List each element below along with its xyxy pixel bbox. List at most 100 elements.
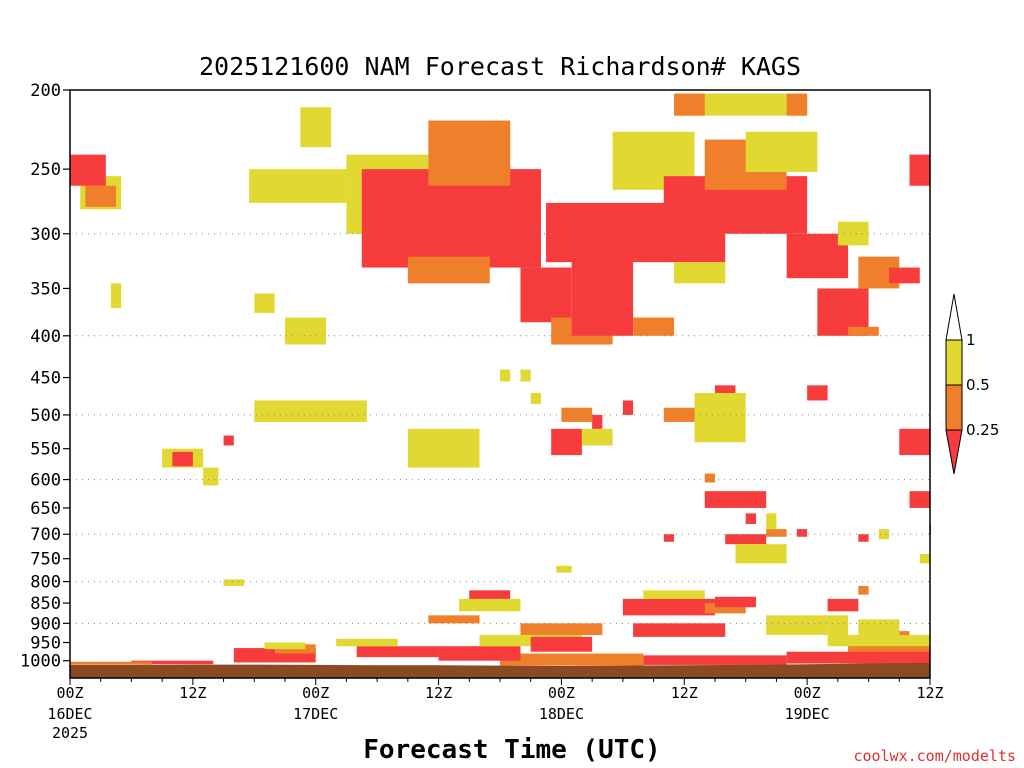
y-tick-label-700: 700 [30,525,61,545]
ri-region-red-69 [438,646,521,661]
ri-region-red-57 [715,596,756,608]
ri-region-yellow-54 [643,590,705,599]
ri-cell-yellow-10 [766,513,777,530]
ri-cell-yellow-6 [110,283,122,309]
colorbar-bin-yellow [945,339,963,386]
pressure-gridlines [70,233,930,624]
x-tick-label-0: 00Z [56,684,83,702]
ri-region-red-47 [807,385,828,401]
ri-region-red-44 [725,534,767,545]
colorbar-label-0: 1 [966,331,976,349]
y-tick-label-800: 800 [30,573,61,593]
ri-region-yellow-3 [249,169,347,203]
ri-region-orange-41 [561,407,593,422]
ri-region-orange-15 [428,120,511,186]
ri-region-yellow-80 [223,579,245,586]
y-tick-label-550: 550 [30,440,61,460]
ri-region-red-2 [70,154,106,186]
ri-region-orange-71 [520,623,603,635]
colorbar-bin-above-1 [945,293,963,341]
y-axis: 200 250 300 350 400 450 500 550 600 650 700 750 8008… [20,81,70,672]
ri-cell-orange-9 [704,473,715,483]
x-tick-label-6: 00Z [794,684,821,702]
x-tick-label-2: 00Z [302,684,329,702]
ri-region-red-17 [520,267,572,323]
ri-region-red-67 [643,655,787,665]
ri-region-yellow-10 [203,467,219,486]
ri-region-yellow-12 [407,428,480,468]
ri-region-red-43 [704,491,767,508]
x-tick-label-7: 12Z [916,684,943,702]
ri-region-yellow-29 [745,131,818,172]
ri-region-red-55 [633,623,726,637]
ri-region-red-53 [622,598,715,616]
ri-cell-red-5 [223,435,234,446]
colorbar-label-2: 0.25 [966,421,999,439]
ri-region-red-20 [571,256,634,336]
y-tick-label-400: 400 [30,327,61,347]
x-axis-label: Forecast Time (UTC) [363,735,660,765]
ri-region-orange-45 [766,529,787,537]
ri-cell-red-0 [592,414,603,429]
ground-surface [70,662,930,678]
ri-region-yellow-50 [459,598,521,612]
ri-region-red-9 [172,451,193,467]
ri-region-yellow-36 [837,221,869,246]
y-tick-label-300: 300 [30,225,61,245]
ri-region-yellow-11 [254,293,275,313]
ri-region-yellow-46 [735,544,787,564]
ri-region-orange-21 [633,317,675,336]
richardson-shading [70,93,931,666]
ri-cell-yellow-13 [878,529,890,540]
ri-region-yellow-81 [556,565,572,573]
x-tick-sublabel-0-1: 2025 [52,724,88,742]
ri-region-red-40 [551,428,582,456]
y-tick-label-450: 450 [30,369,61,389]
colorbar-legend: 1 0.5 0.25 [945,293,999,475]
ri-region-yellow-62 [858,619,900,639]
ri-region-yellow-65 [827,634,930,647]
y-tick-label-1000: 1000 [20,652,61,672]
ri-region-yellow-25 [674,262,726,284]
ri-region-red-49 [909,491,930,508]
y-tick-label-650: 650 [30,499,61,519]
ri-region-yellow-77 [264,642,306,650]
x-tick-sublabel-2-0: 17DEC [293,705,338,723]
chart-title: 2025121600 NAM Forecast Richardson# KAGS [199,52,801,81]
ri-region-orange-56 [704,603,746,614]
ri-cell-orange-14 [858,585,869,595]
ri-cell-red-12 [858,534,869,542]
y-tick-label-200: 200 [30,81,61,101]
ri-region-yellow-26 [674,93,808,116]
colorbar-label-1: 0.5 [966,376,990,394]
x-tick-sublabel-4-0: 18DEC [539,705,584,723]
y-tick-label-950: 950 [30,634,61,654]
ri-region-orange-39 [663,407,695,422]
ri-cell-yellow-2 [530,392,541,405]
ri-region-yellow-58 [766,615,828,635]
ri-cell-red-11 [796,529,808,537]
ri-cell-yellow-3 [500,369,511,382]
ri-region-orange-16 [407,256,490,284]
ri-region-orange-28 [786,93,808,116]
ri-cell-yellow-4 [520,369,531,382]
ri-region-yellow-4 [300,107,332,148]
x-tick-label-5: 12Z [671,684,698,702]
ri-region-yellow-5 [254,400,367,422]
ri-cell-red-1 [622,400,634,415]
colorbar-bin-orange [945,384,963,431]
ri-region-yellow-7 [285,317,326,345]
ri-region-orange-34 [848,326,879,336]
ri-region-orange-79 [70,661,152,665]
ri-region-red-35 [909,154,930,186]
y-tick-label-900: 900 [30,614,61,634]
y-tick-label-600: 600 [30,471,61,491]
ri-region-yellow-38 [694,392,746,443]
y-tick-label-500: 500 [30,406,61,426]
y-tick-label-850: 850 [30,594,61,614]
x-tick-label-1: 12Z [179,684,206,702]
ri-region-orange-52 [428,615,480,624]
ri-region-yellow-74 [336,638,398,647]
